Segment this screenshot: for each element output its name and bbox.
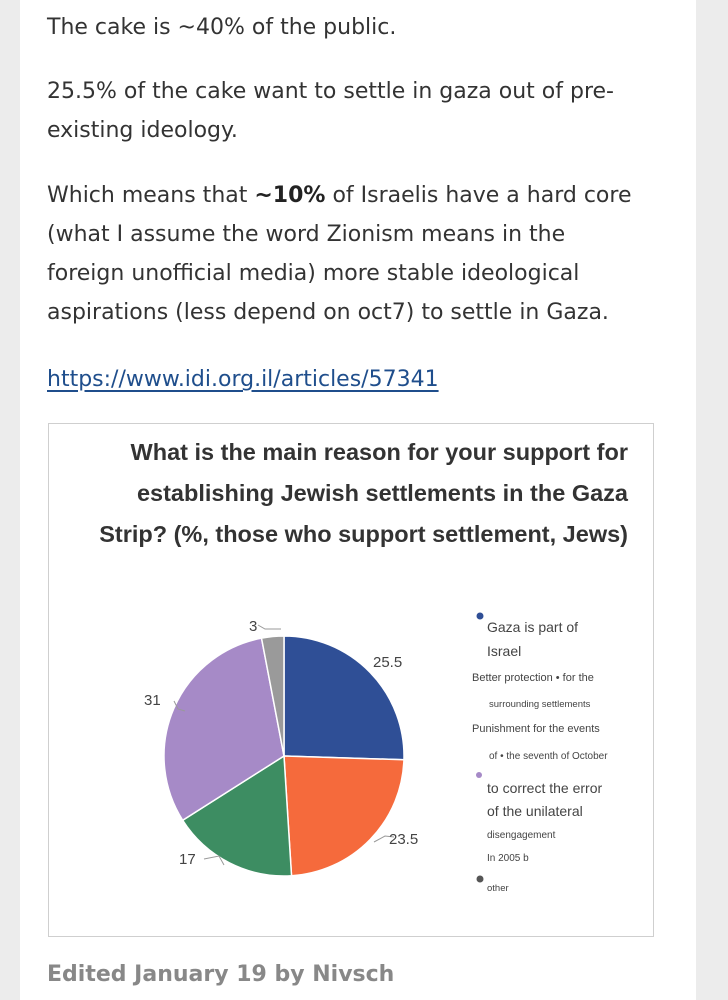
leader-line-3 (257, 624, 281, 630)
pie-slice-17 (181, 754, 293, 877)
paragraph-3-bold: ~10% (254, 183, 326, 208)
paragraph-3-post: of Israelis have a hard core (325, 183, 632, 208)
leader-line-31 (173, 700, 186, 712)
slice-label-3: 3 (249, 618, 257, 635)
chart-title: What is the main reason for your support… (68, 432, 628, 555)
leader-line-23-5 (373, 835, 395, 843)
pie-chart: 3 31 25.5 23.5 17 Gaza is part of Israel… (144, 612, 608, 894)
paragraph-3-line-2: (what I assume the word Zionism means in… (47, 222, 566, 247)
post-paragraph-2: 25.5% of the cake want to settle in gaza… (47, 72, 667, 150)
paragraph-3-line-4: aspirations (less depend on oct7) to set… (47, 300, 609, 325)
slice-label-31: 31 (144, 692, 161, 709)
legend-item-3a: Punishment for the events (472, 723, 600, 735)
edited-note: Edited January 19 by Nivsch (47, 962, 395, 987)
legend-item-2a: Better protection • for the (472, 672, 594, 684)
legend-item-4d: In 2005 b (487, 853, 529, 864)
pie-slice-31 (163, 637, 285, 822)
paragraph-2-line-1: 25.5% of the cake want to settle in gaza… (47, 79, 614, 104)
legend-dot-gray (476, 875, 484, 883)
chart-legend: Gaza is part of Israel Better protection… (472, 612, 608, 894)
pie-slice-25-5 (283, 635, 405, 761)
legend-item-4a: to correct the error (487, 780, 602, 796)
legend-item-1b: Israel (487, 643, 521, 659)
post-paragraph-3: Which means that ~10% of Israelis have a… (47, 176, 667, 332)
slice-label-17: 17 (179, 851, 196, 868)
legend-item-5: other (487, 883, 509, 894)
post-paragraph-1: The cake is ~40% of the public. (47, 15, 397, 40)
paragraph-3-pre: Which means that (47, 183, 255, 208)
chart-title-line-3: Strip? (%, those who support settlement,… (99, 521, 628, 547)
chart-title-line-1: What is the main reason for your support… (130, 439, 628, 465)
legend-item-4b: of the unilateral (487, 803, 583, 819)
post-card: The cake is ~40% of the public. 25.5% of… (20, 0, 696, 1000)
paragraph-3-line-3: foreign unofficial media) more stable id… (47, 261, 580, 286)
article-link[interactable]: https://www.idi.org.il/articles/57341 (47, 367, 439, 392)
paragraph-2-line-2: existing ideology. (47, 118, 238, 143)
slice-label-25-5: 25.5 (373, 654, 402, 671)
slice-label-23-5: 23.5 (389, 831, 418, 848)
pie-slice-3 (260, 635, 285, 757)
leader-line-17 (203, 855, 225, 866)
legend-dot-blue (476, 612, 484, 620)
legend-item-3b: of • the seventh of October (489, 751, 608, 762)
chart-title-line-2: establishing Jewish settlements in the G… (136, 480, 628, 506)
legend-item-4c: disengagement (487, 830, 556, 841)
chart-figure: What is the main reason for your support… (48, 423, 654, 937)
pie-slice-23-5 (283, 755, 405, 877)
legend-item-2b: surrounding settlements (489, 699, 591, 710)
legend-dot-purple (476, 772, 482, 778)
legend-item-1a: Gaza is part of (487, 619, 578, 635)
